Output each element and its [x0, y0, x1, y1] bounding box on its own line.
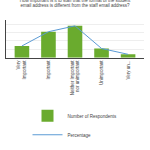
svg-text:Important: Important — [46, 60, 51, 80]
svg-text:Percentage: Percentage — [68, 133, 92, 138]
svg-text:Unimportant: Unimportant — [99, 60, 104, 85]
svg-text:Very un...: Very un... — [126, 60, 131, 79]
svg-text:Number of Respondents: Number of Respondents — [68, 114, 118, 119]
svg-text:VeryImportant: VeryImportant — [16, 60, 27, 80]
svg-text:How important is it to staff t: How important is it to staff that the fo… — [20, 0, 131, 8]
svg-text:Neither Importantnor unimporta: Neither Importantnor unimportant — [70, 60, 81, 96]
